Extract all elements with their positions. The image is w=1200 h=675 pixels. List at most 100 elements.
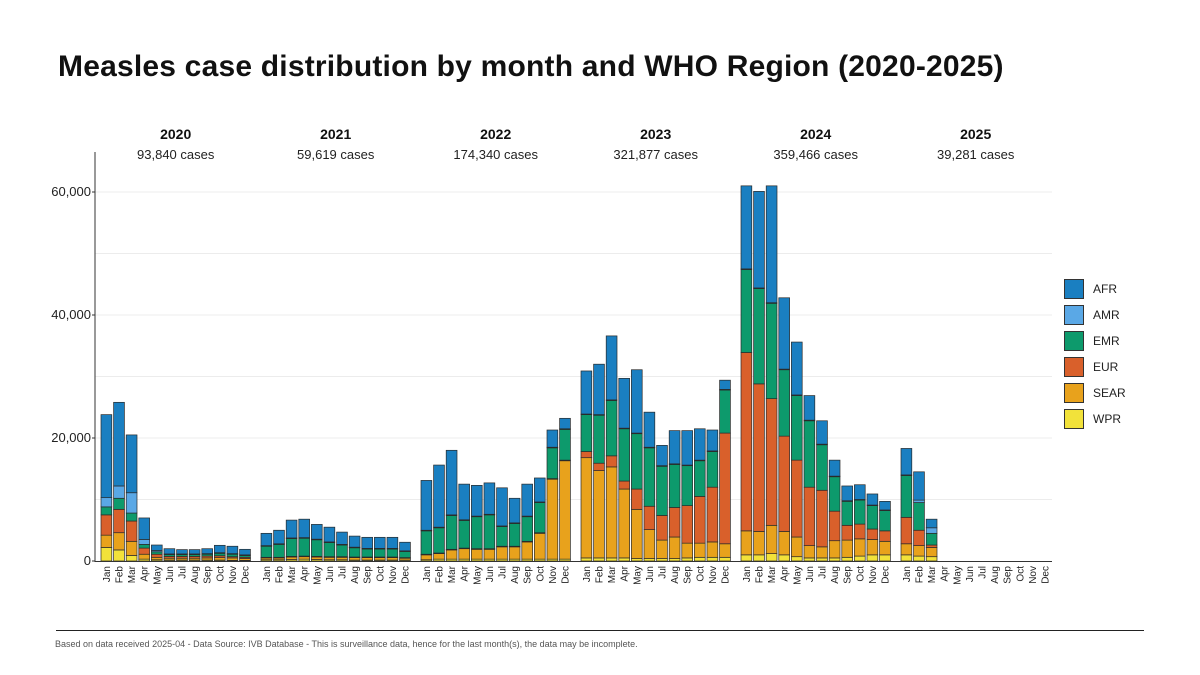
bar-segment-emr xyxy=(643,447,656,507)
bar-segment-emr xyxy=(740,269,753,353)
y-tick-label: 60,000 xyxy=(51,184,91,199)
month-tick-label: Apr xyxy=(300,565,311,581)
month-tick-label: Mar xyxy=(927,565,938,583)
bar-segment-wpr xyxy=(841,556,853,562)
bar-segment-sear xyxy=(900,543,913,556)
bar-segment-afr xyxy=(483,482,496,515)
bar-segment-afr xyxy=(188,549,201,555)
bar-segment-emr xyxy=(753,288,765,385)
bar-segment-sear xyxy=(471,548,483,560)
bar-segment-emr xyxy=(399,551,411,558)
bar-segment-afr xyxy=(740,185,753,270)
legend-item-wpr: WPR xyxy=(1064,408,1126,430)
year-total-label: 39,281 cases xyxy=(937,147,1015,162)
bar-segment-emr xyxy=(483,514,496,550)
bar-segment-sear xyxy=(791,536,803,558)
bar-segment-sear xyxy=(534,532,546,560)
bar-segment-afr xyxy=(816,420,828,445)
year-total-label: 321,877 cases xyxy=(613,147,698,162)
bar-segment-emr xyxy=(386,548,399,558)
bar-segment-emr xyxy=(311,539,323,557)
bar-segment-wpr xyxy=(593,557,605,562)
bar-segment-emr xyxy=(694,460,706,497)
bar-segment-afr xyxy=(694,428,706,461)
year-total-label: 59,619 cases xyxy=(297,147,375,162)
bar-segment-afr xyxy=(879,500,891,511)
month-tick-label: May xyxy=(952,566,963,585)
bar-segment-wpr xyxy=(694,556,706,562)
bar-segment-eur xyxy=(618,480,630,490)
month-tick-label: Oct xyxy=(1015,566,1026,582)
bar-segment-emr xyxy=(445,515,458,550)
bar-segment-emr xyxy=(273,544,285,558)
month-tick-label: Jun xyxy=(645,566,656,582)
bar-segment-emr xyxy=(879,510,891,532)
legend-label: EMR xyxy=(1093,334,1120,348)
month-tick-label: Mar xyxy=(447,565,458,583)
bar-segment-sear xyxy=(925,547,938,558)
month-tick-label: Sep xyxy=(1003,566,1014,584)
bar-segment-emr xyxy=(706,451,719,488)
bar-segment-wpr xyxy=(643,558,656,562)
month-tick-label: Apr xyxy=(620,565,631,581)
bar-segment-sear xyxy=(214,557,226,561)
bar-segment-sear xyxy=(681,542,693,559)
year-total-label: 359,466 cases xyxy=(773,147,858,162)
bar-segment-afr xyxy=(323,526,336,543)
footnote: Based on data received 2025-04 - Data So… xyxy=(55,639,638,649)
bar-segment-afr xyxy=(778,297,790,370)
bar-segment-emr xyxy=(828,476,841,512)
bar-segment-sear xyxy=(593,470,605,559)
legend-swatch xyxy=(1064,383,1084,403)
legend-label: WPR xyxy=(1093,412,1121,426)
bar-segment-afr xyxy=(508,497,521,524)
bar-segment-sear xyxy=(879,540,891,556)
month-tick-label: Sep xyxy=(203,566,214,584)
month-tick-label: Mar xyxy=(607,565,618,583)
month-tick-label: Apr xyxy=(460,565,471,581)
bar-segment-wpr xyxy=(113,549,125,562)
bar-segment-afr xyxy=(605,335,618,401)
month-tick-label: Jun xyxy=(485,566,496,582)
month-tick-label: Oct xyxy=(375,566,386,582)
month-tick-label: Jan xyxy=(262,566,273,582)
month-tick-label: Feb xyxy=(915,566,926,584)
year-label: 2024 xyxy=(800,126,831,142)
bar-segment-amr xyxy=(925,527,938,534)
month-tick-label: Mar xyxy=(127,565,138,583)
bar-segment-emr xyxy=(285,538,298,557)
bar-segment-emr xyxy=(361,548,373,558)
bar-segment-eur xyxy=(765,398,778,526)
bar-segment-eur xyxy=(740,352,753,532)
bar-segment-emr xyxy=(913,502,925,531)
bar-segment-afr xyxy=(471,485,483,517)
bar-segment-sear xyxy=(483,548,496,560)
bar-segment-wpr xyxy=(803,557,816,562)
bar-segment-afr xyxy=(151,544,163,551)
month-tick-label: Aug xyxy=(350,566,361,584)
bar-segment-sear xyxy=(559,460,571,560)
bar-segment-eur xyxy=(816,489,828,548)
bar-segment-afr xyxy=(138,517,150,540)
month-tick-label: Oct xyxy=(695,566,706,582)
bar-segment-emr xyxy=(260,545,273,558)
bar-segment-wpr xyxy=(879,554,891,562)
bar-segment-sear xyxy=(420,554,433,561)
bar-segment-sear xyxy=(631,508,643,559)
month-tick-label: Feb xyxy=(115,566,126,584)
month-tick-label: Aug xyxy=(670,566,681,584)
month-tick-label: May xyxy=(792,566,803,585)
month-tick-label: Apr xyxy=(940,565,951,581)
bar-segment-sear xyxy=(765,524,778,554)
bar-segment-sear xyxy=(546,478,559,560)
bar-segment-afr xyxy=(113,401,125,487)
bar-segment-sear xyxy=(374,557,386,561)
bar-segment-afr xyxy=(925,518,938,529)
bar-segment-afr xyxy=(765,185,778,304)
year-label: 2020 xyxy=(160,126,191,142)
bar-segment-wpr xyxy=(816,557,828,562)
year-label: 2021 xyxy=(320,126,351,142)
month-tick-label: Aug xyxy=(830,566,841,584)
bar-segment-eur xyxy=(913,529,925,546)
bar-segment-afr xyxy=(285,519,298,539)
